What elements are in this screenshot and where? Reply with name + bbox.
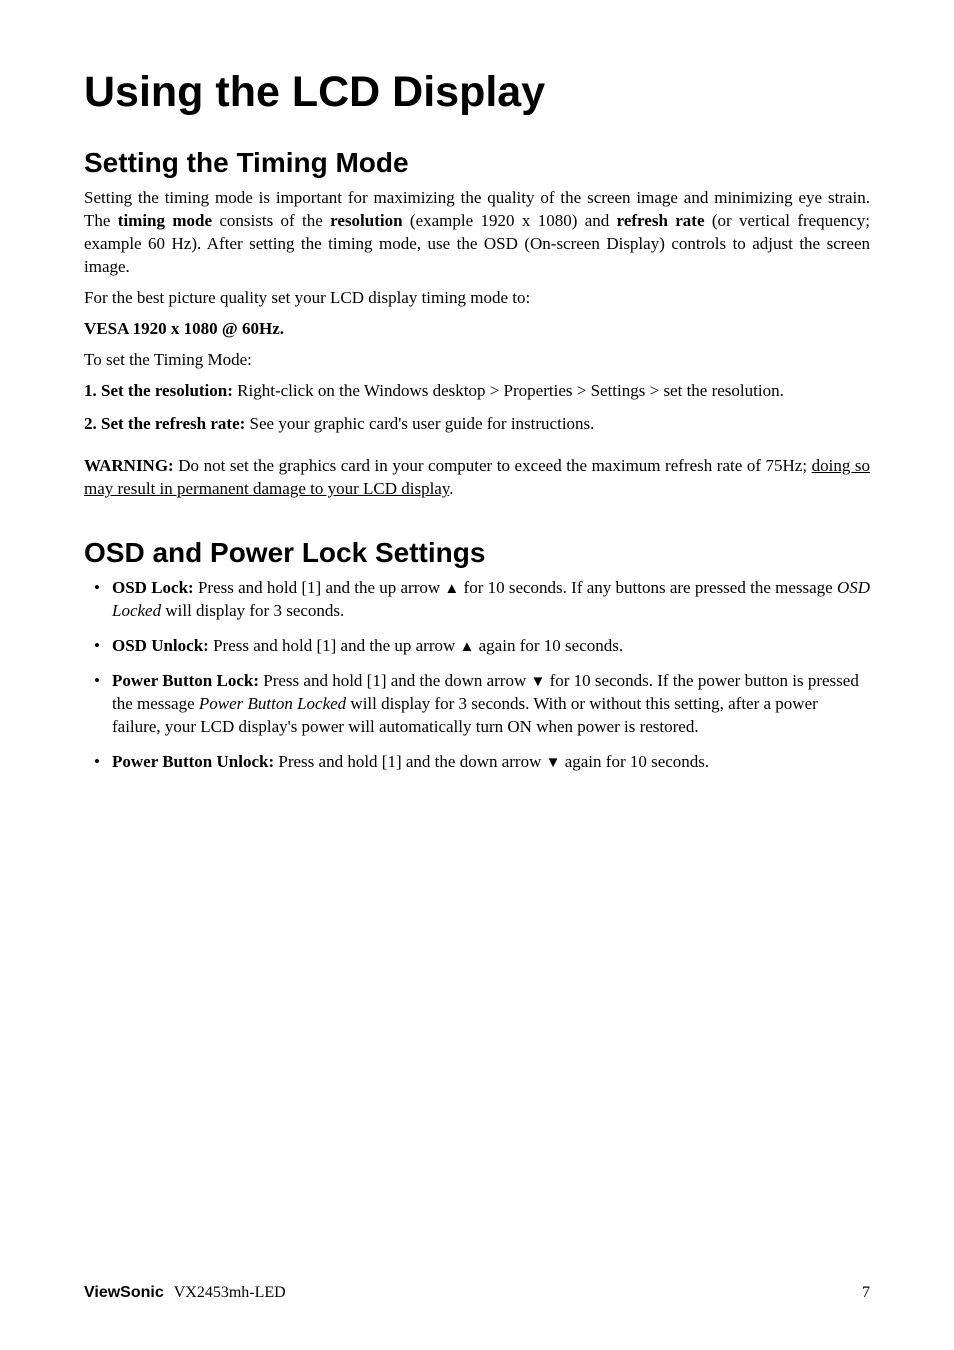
step-label: Set the resolution: — [101, 381, 233, 400]
section-heading-timing: Setting the Timing Mode — [84, 147, 870, 179]
item-label: OSD Unlock: — [112, 636, 209, 655]
section-heading-osd: OSD and Power Lock Settings — [84, 537, 870, 569]
step-text: Right-click on the Windows desktop > Pro… — [233, 381, 784, 400]
down-arrow-icon: ▼ — [546, 754, 561, 771]
up-arrow-icon: ▲ — [460, 638, 475, 655]
down-arrow-icon: ▼ — [530, 673, 545, 690]
page-footer: ViewSonic VX2453mh-LED 7 — [84, 1284, 870, 1302]
step-item: 2. Set the refresh rate: See your graphi… — [84, 413, 870, 436]
paragraph: Setting the timing mode is important for… — [84, 187, 870, 279]
brand-name: ViewSonic — [84, 1284, 164, 1301]
footer-left: ViewSonic VX2453mh-LED — [84, 1284, 286, 1302]
item-label: OSD Lock: — [112, 578, 194, 597]
paragraph: For the best picture quality set your LC… — [84, 287, 870, 310]
item-label: Power Button Unlock: — [112, 752, 274, 771]
list-item: OSD Unlock: Press and hold [1] and the u… — [84, 635, 870, 658]
warning-text: Do not set the graphics card in your com… — [174, 456, 812, 475]
recommended-mode: VESA 1920 x 1080 @ 60Hz. — [84, 318, 870, 341]
term-refresh-rate: refresh rate — [617, 211, 705, 230]
text: (example 1920 x 1080) and — [403, 211, 617, 230]
step-item: 1. Set the resolution: Right-click on th… — [84, 380, 870, 403]
paragraph: To set the Timing Mode: — [84, 349, 870, 372]
item-text: will display for 3 seconds. — [161, 601, 344, 620]
document-page: Using the LCD Display Setting the Timing… — [0, 0, 954, 1350]
up-arrow-icon: ▲ — [444, 580, 459, 597]
warning-end: . — [449, 479, 453, 498]
model-name: VX2453mh-LED — [174, 1284, 286, 1301]
list-item: Power Button Unlock: Press and hold [1] … — [84, 751, 870, 774]
steps-list: 1. Set the resolution: Right-click on th… — [84, 380, 870, 436]
warning-label: WARNING: — [84, 456, 174, 475]
step-text: See your graphic card's user guide for i… — [245, 414, 594, 433]
item-text: Press and hold [1] and the up arrow — [194, 578, 445, 597]
item-text: for 10 seconds. If any buttons are press… — [459, 578, 837, 597]
page-number: 7 — [862, 1284, 870, 1302]
item-text: Press and hold [1] and the up arrow — [209, 636, 460, 655]
message-text: Power Button Locked — [199, 694, 346, 713]
term-timing-mode: timing mode — [118, 211, 212, 230]
step-number: 1. — [84, 381, 101, 400]
warning-paragraph: WARNING: Do not set the graphics card in… — [84, 455, 870, 501]
item-text: again for 10 seconds. — [474, 636, 623, 655]
text: consists of the — [212, 211, 330, 230]
item-text: Press and hold [1] and the down arrow — [274, 752, 545, 771]
list-item: OSD Lock: Press and hold [1] and the up … — [84, 577, 870, 623]
term-resolution: resolution — [330, 211, 402, 230]
list-item: Power Button Lock: Press and hold [1] an… — [84, 670, 870, 739]
item-text: Press and hold [1] and the down arrow — [259, 671, 530, 690]
item-label: Power Button Lock: — [112, 671, 259, 690]
step-label: Set the refresh rate: — [101, 414, 245, 433]
bullet-list: OSD Lock: Press and hold [1] and the up … — [84, 577, 870, 774]
item-text: again for 10 seconds. — [560, 752, 709, 771]
step-number: 2. — [84, 414, 101, 433]
page-title: Using the LCD Display — [84, 68, 870, 117]
